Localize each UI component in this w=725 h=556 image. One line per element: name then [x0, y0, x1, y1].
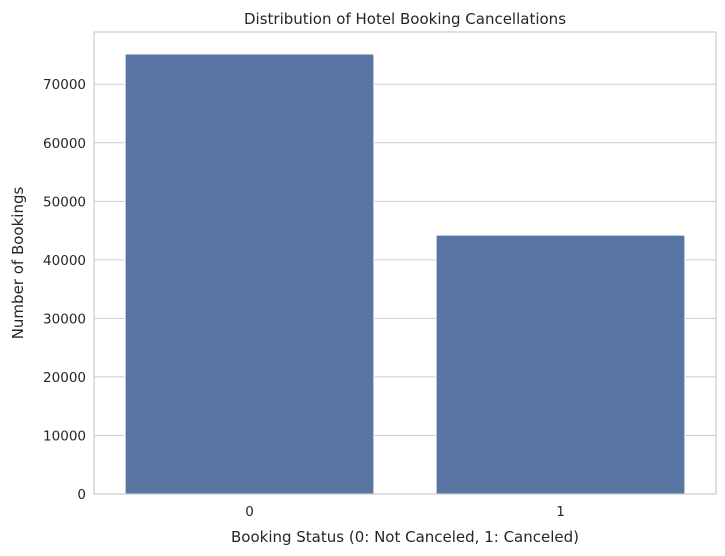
y-tick-label: 0: [77, 487, 86, 503]
bars: [124, 53, 686, 495]
x-tick-label: 0: [245, 504, 254, 520]
bar-0: [124, 53, 375, 495]
bar-1: [435, 234, 686, 495]
y-tick-labels: 0 10000 20000 30000 40000 50000 60000 70000: [43, 77, 86, 503]
y-tick-label: 30000: [43, 311, 86, 327]
y-tick-label: 50000: [43, 194, 86, 210]
y-tick-label: 70000: [43, 77, 86, 93]
y-tick-label: 10000: [43, 428, 86, 444]
y-tick-label: 20000: [43, 370, 86, 386]
y-axis-label: Number of Bookings: [9, 187, 27, 340]
chart-title: Distribution of Hotel Booking Cancellati…: [244, 10, 566, 28]
y-tick-label: 60000: [43, 136, 86, 152]
x-tick-label: 1: [556, 504, 565, 520]
plot-frame: [93, 31, 717, 495]
y-tick-label: 40000: [43, 253, 86, 269]
x-axis-label: Booking Status (0: Not Canceled, 1: Canc…: [231, 528, 579, 546]
